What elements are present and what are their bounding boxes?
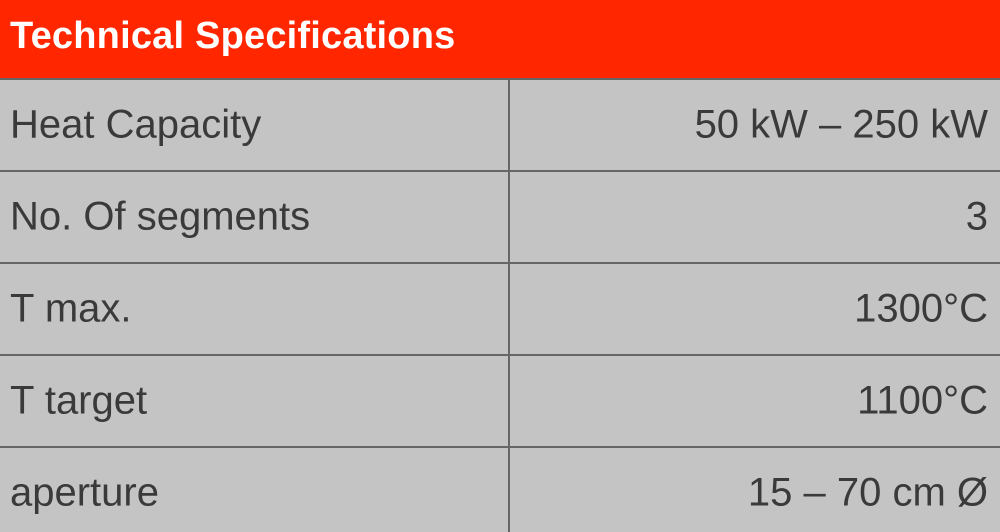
table-row: Heat Capacity 50 kW – 250 kW bbox=[0, 80, 1000, 172]
table-row: T max. 1300°C bbox=[0, 264, 1000, 356]
spec-value: 3 bbox=[965, 194, 988, 239]
column-divider bbox=[508, 80, 510, 532]
spec-label: Heat Capacity bbox=[10, 102, 262, 147]
table-title: Technical Specifications bbox=[10, 15, 456, 57]
table-row: T target 1100°C bbox=[0, 356, 1000, 448]
spec-label: T max. bbox=[10, 286, 132, 331]
table-header: Technical Specifications bbox=[0, 0, 1000, 80]
spec-value: 1300°C bbox=[854, 286, 988, 331]
table-row: No. Of segments 3 bbox=[0, 172, 1000, 264]
spec-label: T target bbox=[10, 378, 148, 423]
spec-value: 50 kW – 250 kW bbox=[694, 102, 988, 147]
table-row: aperture 15 – 70 cm Ø bbox=[0, 448, 1000, 532]
spec-label: No. Of segments bbox=[10, 194, 311, 239]
spec-value: 1100°C bbox=[857, 378, 988, 423]
spec-label: aperture bbox=[10, 470, 159, 515]
spec-value: 15 – 70 cm Ø bbox=[747, 470, 988, 515]
